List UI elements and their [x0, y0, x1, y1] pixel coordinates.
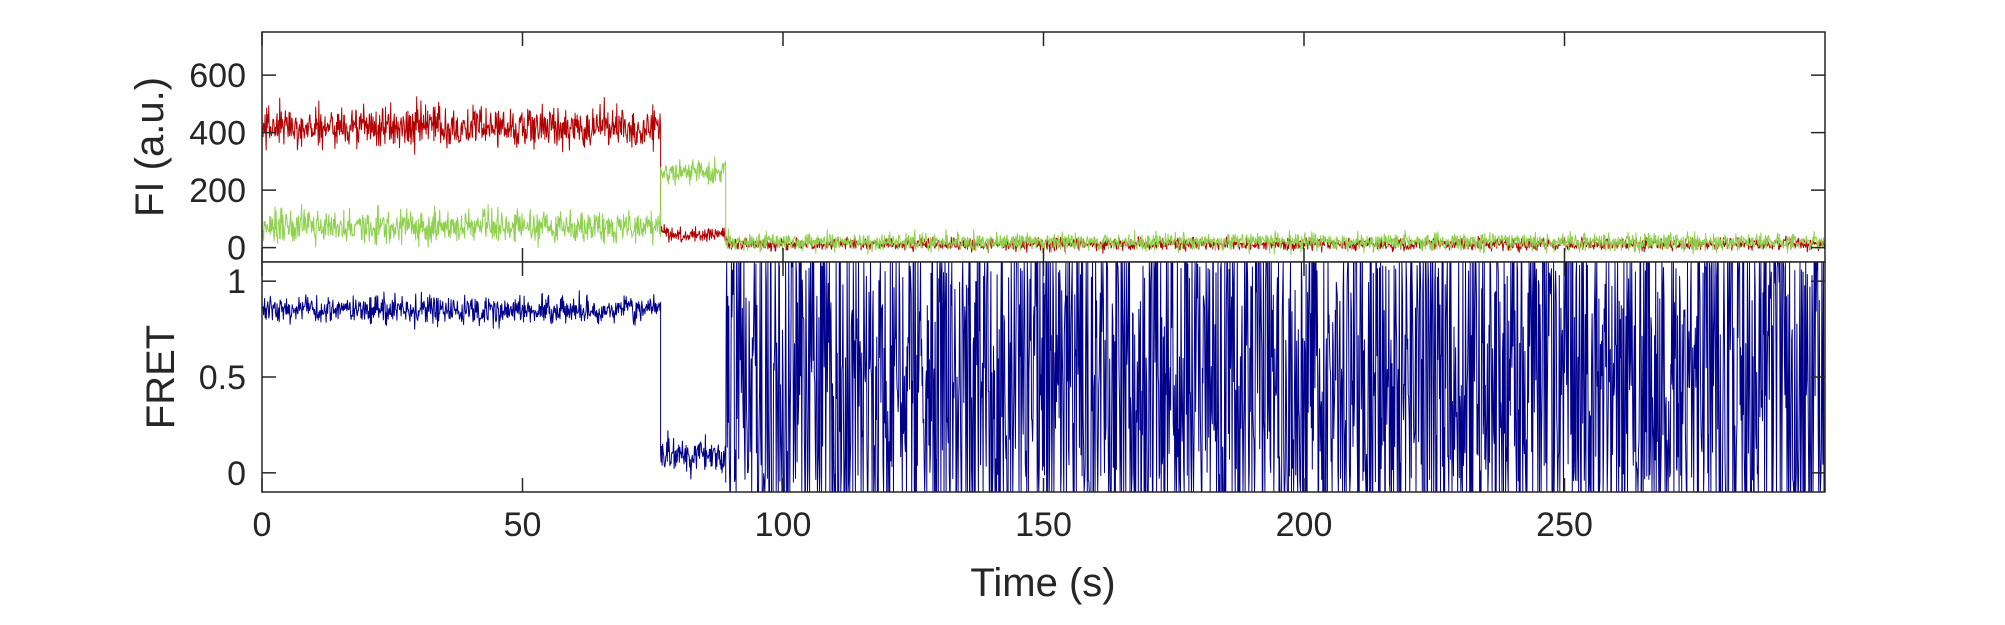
- time-x-tick-label: 200: [1276, 506, 1333, 544]
- fret-y-tick-label: 0.5: [199, 359, 246, 397]
- fret-series-group: [262, 262, 1825, 492]
- time-x-tick-label: 250: [1536, 506, 1593, 544]
- fret-series-1-line: [262, 262, 1825, 492]
- time-x-tick-label: 0: [253, 506, 272, 544]
- time-x-tick-label: 100: [755, 506, 812, 544]
- fluorescence-panel: 0 200 400 600 FI (a.u.): [128, 31, 1826, 268]
- time-x-tick-label: 150: [1015, 506, 1072, 544]
- fluorescence-series-2-line: [262, 156, 1825, 255]
- fluorescence-series-group: [262, 96, 1825, 255]
- fret-panel: 0 0.5 1 0 50 100 150 200 250 FRET Time (s): [139, 261, 1826, 605]
- fluorescence-y-axis-label: FI (a.u.): [128, 77, 172, 217]
- fluorescence-y-tick-label: 0: [227, 230, 246, 268]
- fret-y-tick-label: 0: [227, 455, 246, 493]
- fret-y-tick-label: 1: [227, 263, 246, 301]
- fret-axis-ticks: 0 0.5 1 0 50 100 150 200 250: [199, 262, 1825, 544]
- time-x-axis-label: Time (s): [970, 561, 1115, 605]
- time-x-tick-label: 50: [504, 506, 542, 544]
- fret-y-axis-label: FRET: [139, 325, 183, 429]
- fluorescence-y-ticks: 0 200 400 600: [189, 32, 1825, 268]
- fluorescence-y-tick-label: 400: [189, 115, 246, 153]
- fluorescence-y-tick-label: 600: [189, 57, 246, 95]
- fluorescence-y-tick-label: 200: [189, 172, 246, 210]
